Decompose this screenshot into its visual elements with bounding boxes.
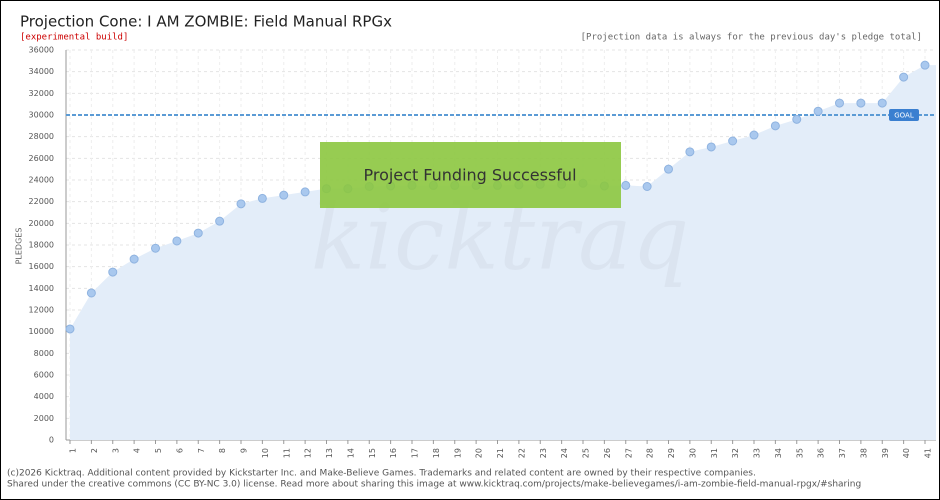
x-tick-label: 27 — [624, 448, 633, 458]
y-tick-label: 14000 — [29, 284, 54, 293]
x-tick-label: 32 — [731, 448, 740, 458]
point — [129, 254, 139, 264]
point — [86, 288, 96, 298]
x-tick-label: 29 — [667, 448, 676, 458]
point — [621, 180, 631, 190]
footer: (c)2026 Kicktraq. Additional content pro… — [7, 469, 756, 479]
point — [257, 193, 267, 203]
x-tick-label: 7 — [197, 448, 206, 453]
point — [835, 98, 844, 108]
point — [856, 98, 866, 108]
x-tick-label: 8 — [218, 448, 227, 453]
point — [642, 182, 652, 191]
point — [151, 243, 160, 253]
x-tick-label: 10 — [261, 448, 270, 458]
x-tick-label: 31 — [710, 448, 719, 458]
point — [65, 324, 75, 334]
chart-title: Projection Cone: I AM ZOMBIE: Field Manu… — [20, 13, 392, 31]
x-tick-label: 39 — [881, 448, 890, 458]
y-tick-label: 32000 — [29, 89, 54, 98]
x-tick-label: 34 — [774, 448, 783, 458]
y-tick-label: 18000 — [29, 241, 54, 250]
x-tick-label: 25 — [582, 448, 591, 458]
goal-tag — [889, 109, 919, 121]
point — [770, 121, 780, 131]
x-tick-label: 11 — [282, 448, 291, 458]
point — [920, 60, 930, 70]
x-tick-label: 17 — [411, 448, 420, 458]
y-tick-label: 30000 — [29, 111, 54, 120]
banner-text: Project Funding Successful — [363, 166, 576, 185]
x-tick-label: 37 — [838, 448, 847, 458]
point — [236, 199, 246, 209]
point — [728, 136, 738, 146]
x-tick-label: 21 — [496, 448, 505, 458]
x-tick-label: 14 — [346, 448, 355, 458]
point — [685, 147, 695, 157]
y-tick-label: 8000 — [34, 349, 54, 358]
x-tick-label: 18 — [432, 448, 441, 458]
y-tick-label: 4000 — [34, 392, 54, 401]
y-tick-label: 20000 — [29, 219, 54, 228]
x-tick-label: 4 — [133, 448, 142, 453]
y-tick-label: 10000 — [29, 327, 54, 336]
x-tick-label: 3 — [111, 448, 120, 453]
x-tick-label: 24 — [560, 448, 569, 458]
point — [877, 98, 887, 108]
y-tick-label: 24000 — [29, 176, 54, 185]
x-tick-label: 26 — [603, 448, 612, 458]
goal-label: GOAL — [894, 112, 914, 120]
x-tick-label: 38 — [859, 448, 868, 458]
x-tick-label: 33 — [753, 448, 762, 458]
x-tick-label: 41 — [924, 448, 933, 458]
y-tick-label: 22000 — [29, 197, 54, 206]
x-tick-label: 15 — [368, 448, 377, 458]
y-tick-label: 28000 — [29, 132, 54, 141]
x-tick-label: 35 — [795, 448, 804, 458]
point — [664, 164, 673, 174]
x-tick-label: 1 — [69, 448, 78, 453]
x-tick-label: 19 — [453, 448, 462, 458]
x-tick-label: 6 — [175, 448, 184, 453]
x-tick-label: 36 — [817, 448, 826, 458]
x-tick-label: 20 — [475, 448, 484, 458]
x-tick-label: 23 — [539, 448, 548, 458]
x-tick-label: 12 — [304, 448, 313, 458]
point — [215, 216, 225, 226]
y-tick-label: 6000 — [34, 371, 54, 380]
y-tick-label: 12000 — [29, 306, 54, 315]
y-tick-label: 16000 — [29, 262, 54, 271]
y-tick-label: 26000 — [29, 154, 54, 163]
footer: Shared under the creative commons (CC BY… — [7, 480, 861, 490]
y-tick-label: 0 — [49, 436, 54, 445]
x-tick-label: 30 — [688, 448, 697, 458]
x-tick-label: 9 — [240, 448, 249, 453]
point — [279, 190, 289, 200]
x-tick-label: 28 — [646, 448, 655, 458]
point — [172, 236, 182, 246]
x-tick-label: 2 — [90, 448, 99, 453]
point — [813, 106, 823, 116]
point — [706, 142, 716, 152]
x-tick-label: 40 — [902, 448, 911, 458]
point — [193, 228, 203, 238]
point — [792, 114, 802, 124]
banner — [320, 142, 621, 208]
point — [899, 72, 909, 82]
y-axis-label: PLEDGES — [15, 228, 24, 265]
x-tick-label: 13 — [325, 448, 334, 458]
y-tick-label: 34000 — [29, 67, 54, 76]
point — [749, 130, 759, 140]
subtitle: [experimental build] — [20, 33, 128, 43]
point — [300, 187, 310, 197]
x-tick-label: 16 — [389, 448, 398, 458]
point — [108, 267, 118, 277]
x-tick-label: 22 — [517, 448, 526, 458]
x-tick-label: 5 — [154, 448, 163, 453]
y-tick-label: 36000 — [29, 46, 54, 55]
note: [Projection data is always for the previ… — [581, 33, 922, 43]
area — [70, 65, 936, 441]
y-tick-label: 2000 — [34, 414, 54, 423]
